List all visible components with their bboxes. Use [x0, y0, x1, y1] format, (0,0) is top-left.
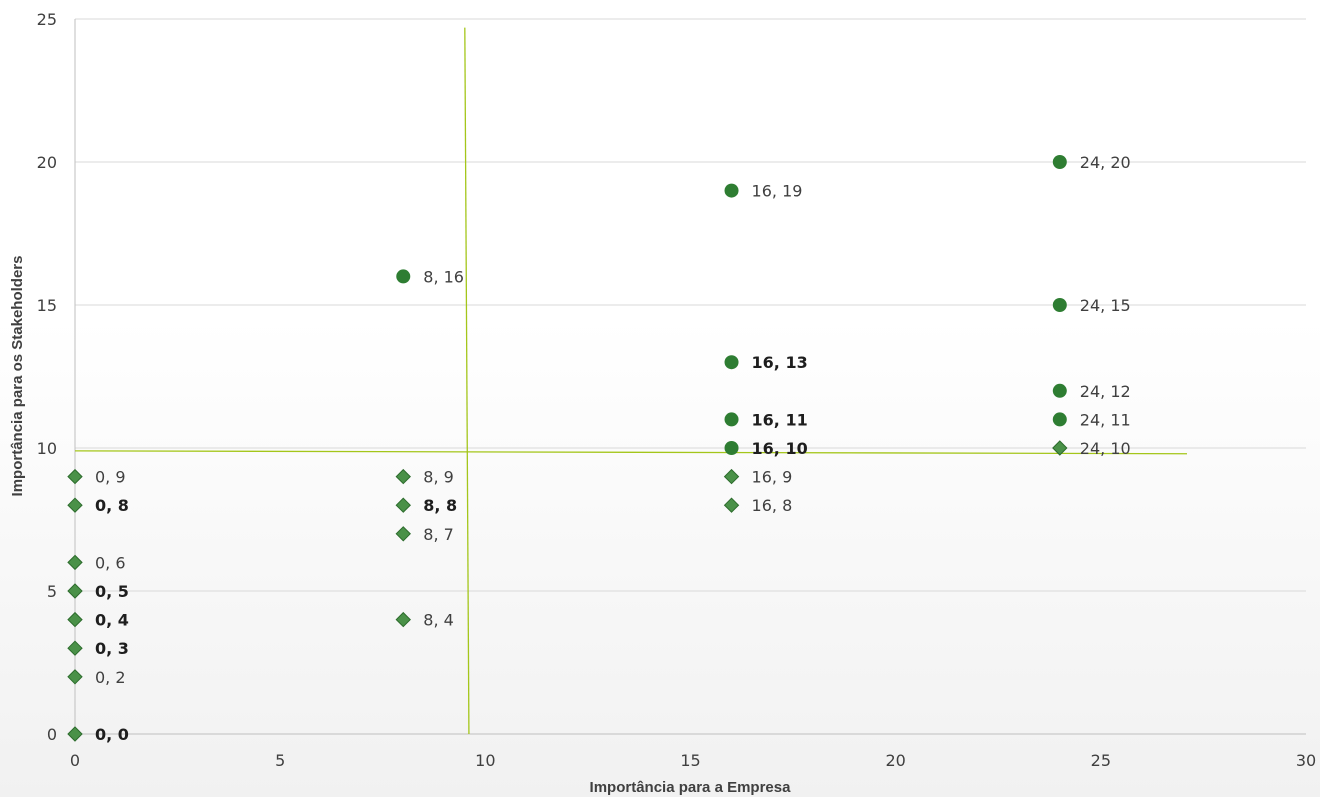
- data-label: 0, 9: [95, 468, 126, 487]
- tick-labels: 0 5 10 15 20 25 0 5 10 15 20 25 30: [37, 10, 1317, 770]
- data-label: 8, 4: [423, 611, 454, 630]
- y-tick-label: 0: [47, 725, 57, 744]
- y-tick-label: 5: [47, 582, 57, 601]
- quadrant-divider-line: [74, 450, 1188, 455]
- x-tick-label: 20: [885, 751, 905, 770]
- y-axis-title: Importância para os Stakeholders: [9, 256, 26, 497]
- x-tick-label: 5: [275, 751, 285, 770]
- scatter-point: [395, 468, 411, 485]
- data-label: 16, 10: [752, 439, 808, 458]
- scatter-point: [396, 269, 411, 284]
- scatter-point: [1052, 298, 1067, 312]
- scatter-point: [1052, 383, 1067, 398]
- scatter-point: [724, 441, 739, 455]
- scatter-point: [67, 554, 83, 571]
- scatter-point: [724, 183, 739, 198]
- scatter-point: [395, 611, 411, 628]
- gridlines: [75, 18, 1306, 592]
- data-label: 16, 13: [752, 353, 808, 372]
- data-label: 16, 9: [752, 468, 793, 487]
- data-label: 24, 12: [1080, 382, 1131, 401]
- data-label: 0, 4: [95, 611, 129, 630]
- scatter-point: [67, 468, 83, 485]
- data-label: 24, 20: [1080, 153, 1131, 172]
- data-label: 16, 8: [752, 496, 793, 515]
- x-tick-label: 25: [1091, 751, 1111, 770]
- scatter-point: [723, 497, 740, 513]
- data-label: 0, 0: [95, 725, 129, 744]
- scatter-point: [395, 526, 411, 542]
- data-label: 0, 8: [95, 496, 129, 515]
- data-label: 0, 3: [95, 639, 129, 658]
- data-label: 24, 11: [1080, 410, 1131, 429]
- scatter-point: [67, 669, 83, 685]
- data-label: 8, 16: [423, 267, 464, 286]
- data-labels: 24, 20 16, 19 8, 16 24, 15 16, 13 24, 12 16, 1…: [95, 153, 1131, 744]
- data-label: 8, 9: [423, 468, 454, 487]
- scatter-point: [1052, 440, 1068, 456]
- scatter-point: [67, 583, 83, 599]
- data-label: 8, 7: [423, 525, 454, 544]
- quadrant-divider-line: [464, 27, 470, 735]
- scatter-point: [67, 611, 83, 628]
- scatter-point: [724, 355, 739, 370]
- scatter-point: [67, 726, 83, 742]
- data-label: 24, 10: [1080, 439, 1131, 458]
- y-tick-label: 25: [37, 10, 57, 29]
- axes: [74, 19, 1306, 735]
- scatter-point: [1052, 155, 1067, 169]
- scatter-point: [67, 640, 83, 656]
- data-label: 0, 2: [95, 668, 126, 687]
- y-tick-label: 15: [37, 296, 57, 315]
- data-label: 16, 11: [752, 410, 808, 429]
- x-tick-label: 0: [70, 751, 80, 770]
- y-tick-label: 10: [37, 439, 57, 458]
- x-axis-title: Importância para a Empresa: [590, 779, 792, 796]
- scatter-point: [723, 468, 740, 485]
- x-tick-label: 10: [475, 751, 495, 770]
- data-label: 24, 15: [1080, 296, 1131, 315]
- y-tick-label: 20: [37, 153, 57, 172]
- data-label: 0, 5: [95, 582, 129, 601]
- data-label: 0, 6: [95, 553, 126, 572]
- x-tick-label: 30: [1296, 751, 1316, 770]
- scatter-point: [395, 497, 411, 513]
- data-label: 16, 19: [752, 182, 803, 201]
- x-tick-label: 15: [680, 751, 700, 770]
- data-points: [67, 155, 1068, 742]
- scatter-point: [724, 412, 739, 427]
- scatter-point: [67, 497, 83, 513]
- scatter-point: [1052, 412, 1067, 427]
- quadrant-dividers: [74, 27, 1188, 735]
- data-label: 8, 8: [423, 496, 457, 515]
